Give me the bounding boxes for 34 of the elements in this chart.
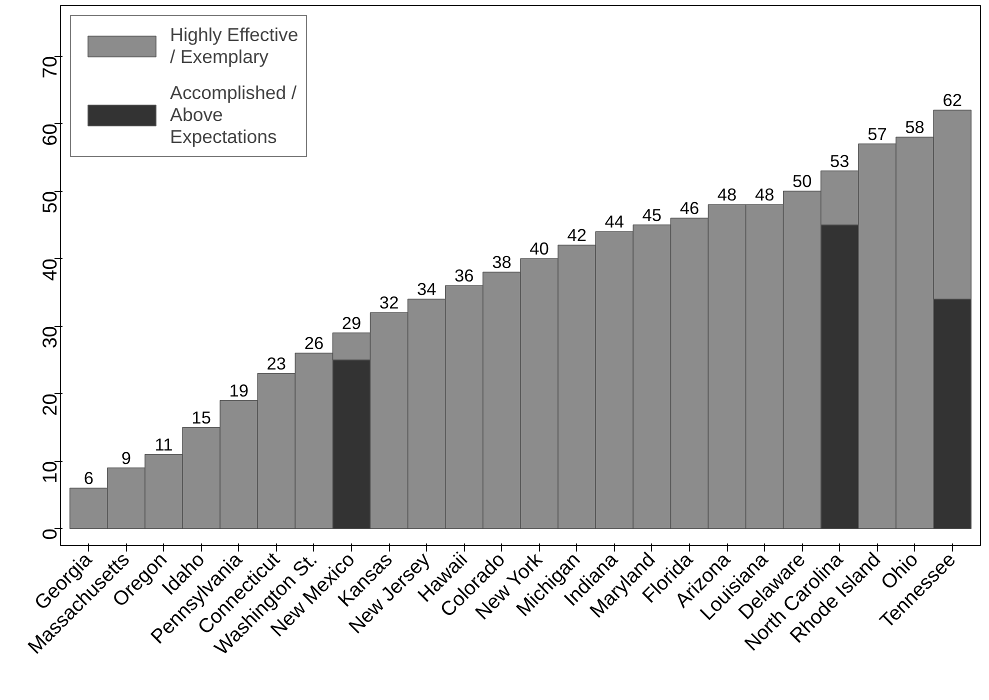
total-label: 48 bbox=[754, 184, 774, 205]
y-tick-label: 30 bbox=[40, 326, 62, 348]
total-label: 53 bbox=[830, 150, 850, 171]
total-label: 6 bbox=[84, 468, 94, 488]
y-tick-label: 70 bbox=[40, 56, 62, 78]
total-label: 32 bbox=[379, 292, 399, 313]
total-label: 9 bbox=[121, 448, 132, 468]
total-label: 11 bbox=[154, 434, 173, 454]
y-tick-label: 0 bbox=[40, 528, 62, 540]
total-label: 46 bbox=[680, 198, 700, 218]
total-label: 19 bbox=[229, 380, 249, 400]
total-label: 36 bbox=[454, 266, 474, 286]
total-label: 58 bbox=[905, 117, 924, 138]
y-tick-label: 20 bbox=[40, 394, 62, 416]
total-label: 45 bbox=[642, 204, 662, 225]
total-label: 57 bbox=[868, 124, 887, 144]
total-label: 29 bbox=[342, 312, 362, 333]
total-label: 15 bbox=[192, 407, 211, 428]
total-label: 48 bbox=[717, 184, 737, 205]
total-label: 44 bbox=[604, 212, 624, 232]
total-label: 40 bbox=[530, 238, 549, 259]
legend-label: Highly Effective / Exemplary bbox=[170, 24, 298, 68]
total-label: 26 bbox=[304, 333, 324, 354]
total-label: 38 bbox=[492, 252, 512, 272]
y-tick-label: 40 bbox=[40, 258, 62, 281]
y-tick-label: 60 bbox=[40, 124, 62, 146]
total-label: 23 bbox=[266, 353, 286, 374]
total-label: 50 bbox=[792, 171, 812, 192]
legend-label: Accomplished / Above Expectations bbox=[170, 82, 297, 148]
y-tick-label: 50 bbox=[40, 191, 62, 214]
y-tick-label: 10 bbox=[40, 461, 62, 484]
total-label: 34 bbox=[416, 279, 437, 300]
total-label: 62 bbox=[942, 90, 962, 110]
total-label: 42 bbox=[567, 225, 586, 246]
